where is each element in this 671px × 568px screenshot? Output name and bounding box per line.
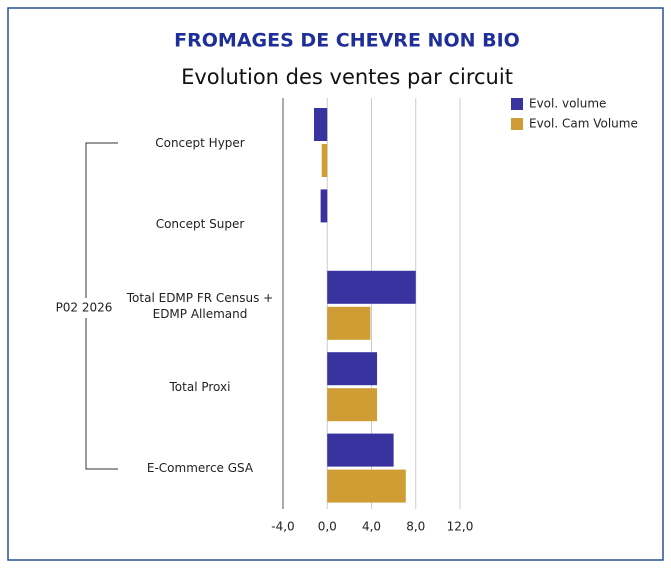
x-tick-label: 12,0 — [447, 520, 474, 534]
group-label: P02 2026 — [56, 301, 113, 315]
bar — [327, 469, 406, 503]
y-tick-label: Total Proxi — [169, 379, 231, 394]
x-tick-label: 8,0 — [406, 520, 425, 534]
chart-subtitle: Evolution des ventes par circuit — [181, 65, 513, 89]
legend-swatch — [511, 118, 523, 130]
bar — [320, 189, 328, 223]
y-tick-label: E-Commerce GSA — [146, 461, 254, 476]
bar — [327, 270, 416, 304]
legend-swatch — [511, 98, 523, 110]
bar — [327, 352, 378, 386]
y-tick-label: Total EDMP FR Census + EDMP Allemand — [126, 290, 274, 321]
bar — [327, 388, 378, 422]
x-tick-label: 0,0 — [318, 520, 337, 534]
bar — [313, 108, 328, 141]
x-tick-label: -4,0 — [271, 520, 294, 534]
bar — [327, 306, 371, 340]
chart-title: FROMAGES DE CHEVRE NON BIO — [174, 30, 520, 52]
y-tick-label: Concept Hyper — [155, 135, 245, 150]
legend-label: Evol. Cam Volume — [529, 117, 638, 131]
y-tick-label: Concept Super — [155, 217, 245, 232]
bar — [321, 144, 328, 177]
bar — [327, 433, 394, 467]
group-label-bg — [50, 298, 120, 318]
x-tick-label: 4,0 — [362, 520, 381, 534]
legend-label: Evol. volume — [529, 97, 606, 111]
